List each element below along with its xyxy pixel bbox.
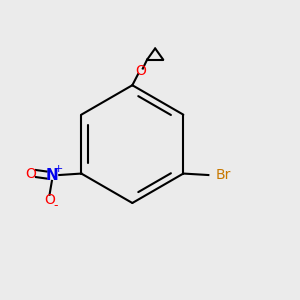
Text: Br: Br <box>215 168 230 182</box>
Text: O: O <box>44 193 55 207</box>
Text: -: - <box>54 199 58 212</box>
Text: O: O <box>135 64 146 78</box>
Text: N: N <box>46 167 58 182</box>
Text: +: + <box>54 164 63 173</box>
Text: O: O <box>25 167 36 181</box>
